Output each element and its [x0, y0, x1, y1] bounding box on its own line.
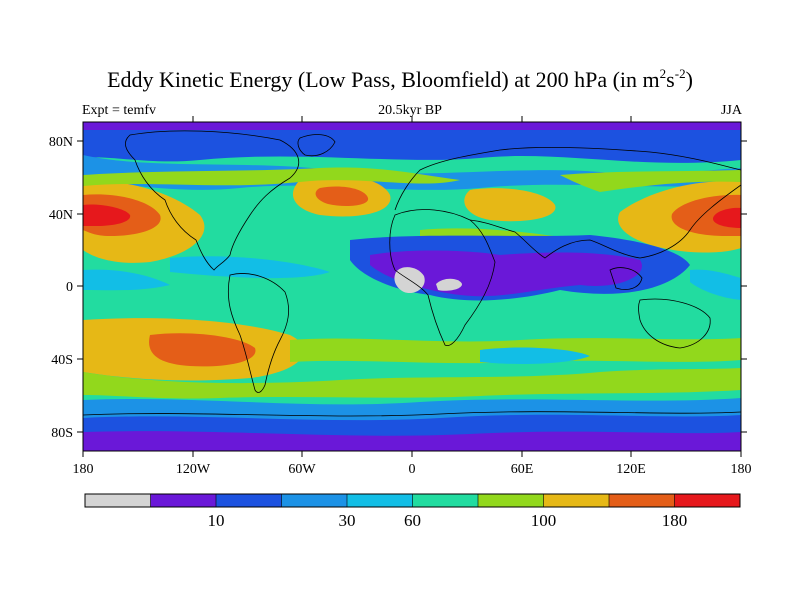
colorbar-label: 100 — [531, 511, 557, 530]
season-label: JJA — [720, 103, 742, 118]
colorbar-label: 60 — [404, 511, 421, 530]
colorbar-swatch — [281, 494, 348, 507]
lon-tick-label: 120E — [616, 462, 646, 477]
lon-tick-label: 180 — [731, 462, 752, 477]
lat-tick-label: 0 — [66, 280, 73, 295]
colorbar-swatch — [478, 494, 544, 507]
colorbar-label: 30 — [339, 511, 356, 530]
colorbar-swatch — [609, 494, 675, 507]
map-subtitle: 20.5kyr BP — [378, 103, 442, 118]
lon-tick-label: 60W — [288, 462, 316, 477]
lon-tick-label: 120W — [176, 462, 211, 477]
colorbar-label: 10 — [208, 511, 225, 530]
colorbar: 10 30 60 100 180 — [84, 493, 741, 530]
colorbar-swatch — [150, 494, 217, 507]
lon-tick-label: 60E — [511, 462, 534, 477]
lon-tick-label: 0 — [409, 462, 416, 477]
colorbar-swatch — [674, 494, 741, 507]
latitude-axis: 80N 40N 0 40S 80S — [49, 135, 747, 441]
lat-tick-label: 40S — [51, 353, 73, 368]
lon-tick-label: 180 — [73, 462, 94, 477]
colorbar-swatch — [412, 494, 479, 507]
colorbar-swatch — [543, 494, 610, 507]
map-title: Eddy Kinetic Energy (Low Pass, Bloomfiel… — [107, 66, 693, 92]
longitude-axis: 180 120W 60W 0 60E 120E 180 — [73, 116, 752, 477]
filled-contour-field — [83, 122, 741, 451]
lat-tick-label: 80S — [51, 426, 73, 441]
colorbar-swatch — [347, 494, 413, 507]
colorbar-label: 180 — [662, 511, 688, 530]
colorbar-swatch — [85, 494, 151, 507]
coastlines — [83, 130, 741, 417]
colorbar-swatch — [216, 494, 282, 507]
lat-tick-label: 80N — [49, 135, 73, 150]
experiment-label: Expt = temfv — [82, 103, 156, 118]
lat-tick-label: 40N — [49, 208, 73, 223]
